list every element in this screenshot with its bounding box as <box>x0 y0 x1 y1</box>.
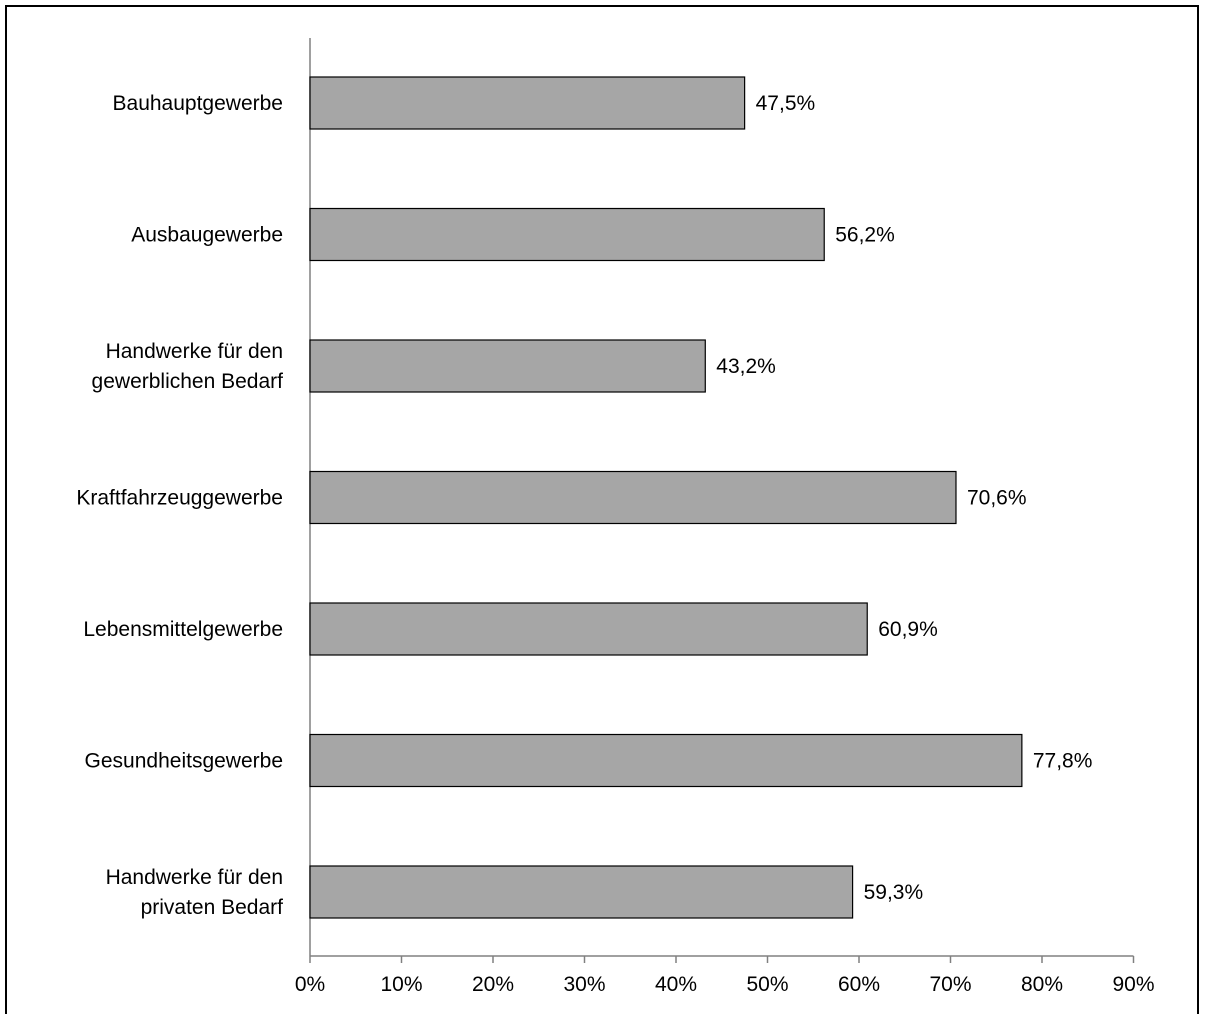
data-label: 43,2% <box>716 355 776 378</box>
x-tick-label: 10% <box>380 973 422 996</box>
data-label: 60,9% <box>878 618 938 641</box>
data-label: 56,2% <box>835 224 895 247</box>
category-label: Ausbaugewerbe <box>131 224 283 247</box>
x-tick-label: 30% <box>563 973 605 996</box>
bar <box>309 602 868 656</box>
category-label-line: Gesundheitsgewerbe <box>85 750 283 773</box>
category-label-line: privaten Bedarf <box>141 896 284 919</box>
data-label: 59,3% <box>864 881 924 904</box>
data-label: 77,8% <box>1033 750 1093 773</box>
data-label: 70,6% <box>967 487 1027 510</box>
category-label-line: Lebensmittelgewerbe <box>83 618 283 641</box>
x-tick-label: 60% <box>838 973 880 996</box>
category-label: Handwerke für den gewerblichen Bedarf <box>92 340 284 393</box>
x-tick-label: 20% <box>472 973 514 996</box>
category-label: Handwerke für den privaten Bedarf <box>106 866 284 919</box>
data-label: 47,5% <box>756 92 816 115</box>
category-label-line: Handwerke für den <box>106 340 283 363</box>
bar <box>309 76 746 130</box>
category-label: Kraftfahrzeuggewerbe <box>76 487 283 510</box>
category-label-line: Ausbaugewerbe <box>131 224 283 247</box>
bar <box>309 733 1023 788</box>
category-label-line: Kraftfahrzeuggewerbe <box>76 487 283 510</box>
category-label-line: Handwerke für den <box>106 866 283 889</box>
bar <box>309 207 825 262</box>
x-tick-label: 90% <box>1112 973 1154 996</box>
x-tick-label: 0% <box>295 973 325 996</box>
x-tick-label: 40% <box>655 973 697 996</box>
category-label: Gesundheitsgewerbe <box>85 750 283 773</box>
x-tick-label: 80% <box>1021 973 1063 996</box>
category-label-line: Bauhauptgewerbe <box>113 92 283 115</box>
bar <box>309 470 957 525</box>
category-label: Bauhauptgewerbe <box>113 92 283 115</box>
category-label: Lebensmittelgewerbe <box>83 618 283 641</box>
bar <box>309 339 706 393</box>
bar <box>309 865 854 919</box>
category-label-line: gewerblichen Bedarf <box>92 370 284 393</box>
x-tick-label: 50% <box>746 973 788 996</box>
x-tick-label: 70% <box>929 973 971 996</box>
